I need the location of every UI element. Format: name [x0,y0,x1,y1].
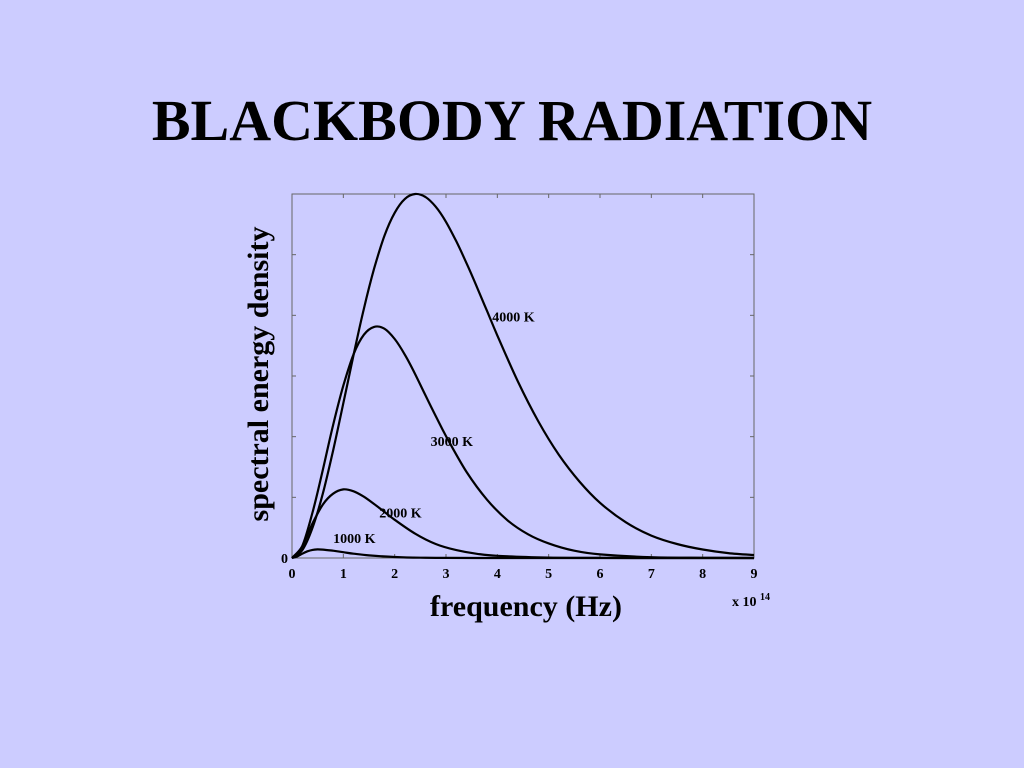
x-tick-label: 4 [494,567,501,582]
series-lines [291,192,755,560]
y-axis-label: spectral energy density [242,227,275,522]
series-line-3000k [291,325,755,560]
x-tick-label: 7 [648,567,655,582]
curve-label-2000k: 2000 K [379,506,422,521]
x-tick-label: 1 [340,567,347,582]
x-tick-label: 9 [751,567,758,582]
x-axis-multiplier-base: x 10 [732,595,757,610]
y-tick-label: 0 [281,552,288,567]
x-tick-label: 0 [289,567,296,582]
axis-ticks [291,194,755,558]
x-tick-label: 3 [443,567,450,582]
series-line-2000k [291,488,754,560]
tick-labels: 0 1 2 3 4 5 6 7 8 9 0 [281,552,758,582]
curve-label-3000k: 3000 K [431,435,474,450]
x-axis-multiplier-exponent: 14 [760,592,770,603]
slide-title: BLACKBODY RADIATION [151,88,873,153]
x-tick-label: 5 [545,567,552,582]
x-axis-multiplier: x 10 14 [732,592,770,610]
x-tick-label: 2 [391,567,398,582]
plot-area-frame [291,193,755,559]
x-axis-label: frequency (Hz) [430,590,622,623]
curve-label-1000k: 1000 K [333,532,376,547]
x-tick-label: 6 [597,567,604,582]
curve-label-4000k: 4000 K [492,310,535,325]
series-line-4000k [291,192,755,559]
x-tick-label: 8 [699,567,706,582]
